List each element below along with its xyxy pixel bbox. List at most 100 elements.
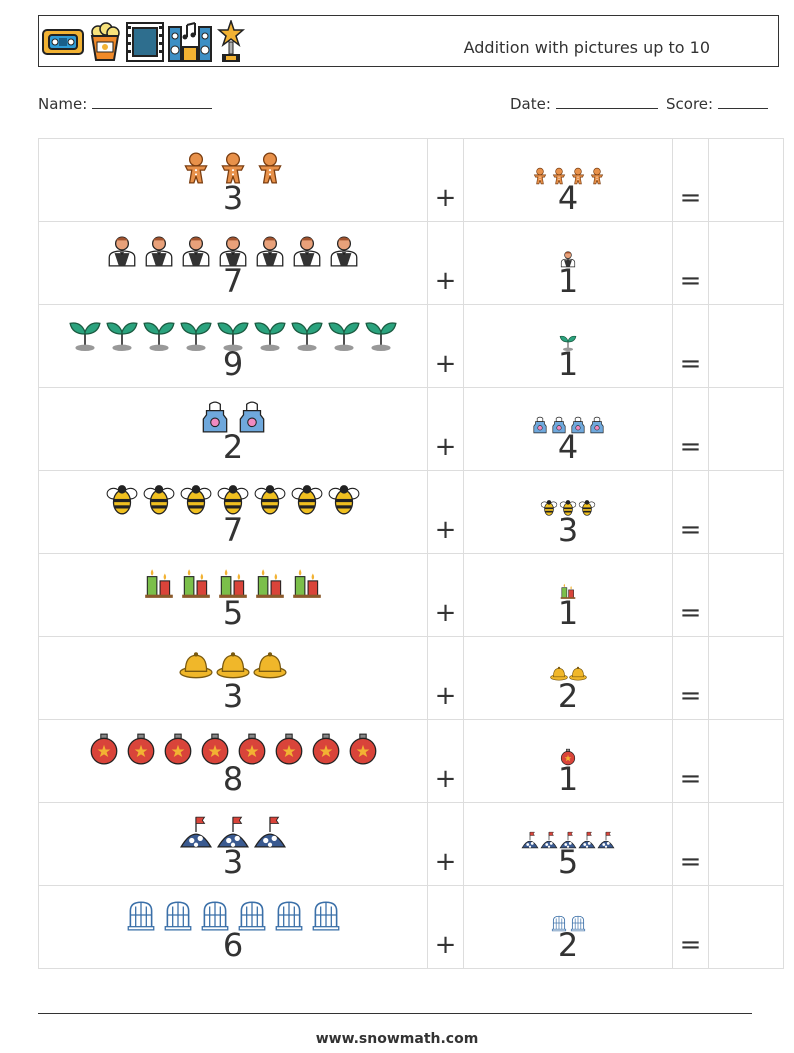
addend-b-pictures xyxy=(464,886,672,932)
addend-b-number: 3 xyxy=(557,511,579,549)
addend-a-cell: 8 xyxy=(38,719,428,803)
addend-a-number: 2 xyxy=(222,428,244,466)
addend-b-cell: 4 xyxy=(463,387,673,471)
score-blank[interactable] xyxy=(717,94,768,109)
name-field[interactable]: Name: xyxy=(38,94,213,113)
addend-a-pictures xyxy=(39,222,427,268)
flag-hill-icon xyxy=(540,831,558,849)
apron-icon xyxy=(532,416,547,434)
plus-cell: + xyxy=(427,802,464,886)
name-blank[interactable] xyxy=(92,94,213,109)
waiter-icon xyxy=(182,236,210,267)
apron-icon xyxy=(202,401,227,433)
plus-sign: + xyxy=(434,349,457,379)
problem-row: 3 + 2 = xyxy=(38,636,784,720)
problem-grid: 3 + 4 = xyxy=(38,138,784,969)
ornament-icon xyxy=(238,733,265,765)
hat-icon xyxy=(216,652,250,679)
bee-icon xyxy=(540,500,558,516)
birdcage-icon xyxy=(275,901,302,931)
addend-a-cell: 3 xyxy=(38,802,428,886)
vhs-tape-icon xyxy=(42,29,84,55)
plus-cell: + xyxy=(427,885,464,969)
date-field[interactable]: Date: xyxy=(510,94,658,113)
addend-a-pictures xyxy=(39,305,427,351)
birdcage-icon xyxy=(164,901,191,931)
birdcage-icon xyxy=(127,901,154,931)
addend-b-pictures xyxy=(464,139,672,185)
waiter-icon xyxy=(560,251,576,268)
bee-icon xyxy=(180,485,212,515)
candles-icon xyxy=(560,583,576,599)
equals-sign: = xyxy=(679,598,702,628)
gingerbread-icon xyxy=(221,152,245,184)
addend-b-pictures xyxy=(464,222,672,268)
gingerbread-icon xyxy=(533,167,546,185)
hat-icon xyxy=(568,666,587,681)
equals-sign: = xyxy=(679,764,702,794)
gingerbread-icon xyxy=(184,152,208,184)
birdcage-icon xyxy=(238,901,265,931)
plus-cell: + xyxy=(427,553,464,637)
answer-cell[interactable] xyxy=(708,138,784,222)
score-label: Score: xyxy=(666,95,714,113)
addend-a-number: 3 xyxy=(222,179,244,217)
addend-a-number: 8 xyxy=(222,760,244,798)
answer-cell[interactable] xyxy=(708,719,784,803)
equals-cell: = xyxy=(672,387,709,471)
answer-cell[interactable] xyxy=(708,802,784,886)
bee-icon xyxy=(143,485,175,515)
addend-a-pictures xyxy=(39,803,427,849)
footer-url: www.snowmath.com xyxy=(315,1031,479,1047)
answer-cell[interactable] xyxy=(708,387,784,471)
equals-sign: = xyxy=(679,183,702,213)
addend-b-cell: 1 xyxy=(463,719,673,803)
addend-a-pictures xyxy=(39,388,427,434)
sprout-icon xyxy=(559,335,577,351)
addend-b-number: 2 xyxy=(557,926,579,964)
answer-cell[interactable] xyxy=(708,885,784,969)
plus-sign: + xyxy=(434,681,457,711)
candles-icon xyxy=(219,569,247,598)
equals-sign: = xyxy=(679,930,702,960)
sprout-icon xyxy=(217,322,249,351)
date-label: Date: xyxy=(510,95,551,113)
flag-hill-icon xyxy=(521,831,539,849)
answer-cell[interactable] xyxy=(708,636,784,720)
answer-cell[interactable] xyxy=(708,553,784,637)
date-blank[interactable] xyxy=(555,94,658,109)
plus-sign: + xyxy=(434,515,457,545)
answer-cell[interactable] xyxy=(708,221,784,305)
addend-a-number: 6 xyxy=(222,926,244,964)
score-field[interactable]: Score: xyxy=(666,94,768,113)
addend-a-pictures xyxy=(39,139,427,185)
bee-icon xyxy=(559,500,577,516)
birdcage-icon xyxy=(551,915,566,932)
equals-cell: = xyxy=(672,553,709,637)
equals-cell: = xyxy=(672,802,709,886)
addend-b-pictures xyxy=(464,803,672,849)
candles-icon xyxy=(145,569,173,598)
addend-a-cell: 3 xyxy=(38,138,428,222)
waiter-icon xyxy=(145,236,173,267)
answer-cell[interactable] xyxy=(708,470,784,554)
flag-hill-icon xyxy=(217,816,249,848)
addend-a-number: 7 xyxy=(222,262,244,300)
addend-b-cell: 2 xyxy=(463,636,673,720)
birdcage-icon xyxy=(201,901,228,931)
answer-cell[interactable] xyxy=(708,304,784,388)
addend-a-number: 9 xyxy=(222,345,244,383)
equals-cell: = xyxy=(672,138,709,222)
waiter-icon xyxy=(256,236,284,267)
sprout-icon xyxy=(291,322,323,351)
problem-row: 9 + 1 = xyxy=(38,304,784,388)
plus-cell: + xyxy=(427,470,464,554)
gingerbread-icon xyxy=(571,167,584,185)
ornament-icon xyxy=(275,733,302,765)
page-title: Addition with pictures up to 10 xyxy=(463,38,710,57)
gingerbread-icon xyxy=(258,152,282,184)
addend-b-cell: 2 xyxy=(463,885,673,969)
problem-row: 5 + 1 = xyxy=(38,553,784,637)
hat-icon xyxy=(253,652,287,679)
problem-row: 7 + 1 = xyxy=(38,221,784,305)
